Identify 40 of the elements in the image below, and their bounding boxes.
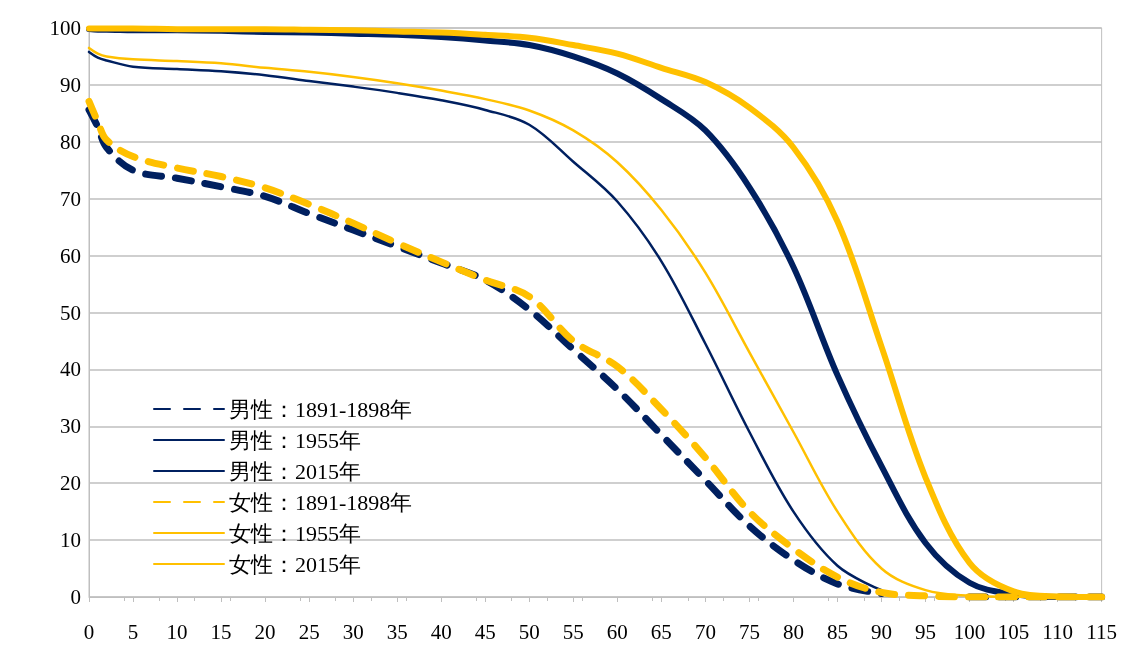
x-tick-label: 20 [254,619,276,644]
y-tick-label: 70 [60,186,81,211]
x-tick-label: 80 [782,619,804,644]
y-tick-label: 0 [70,585,81,609]
x-tick-label: 95 [915,619,937,644]
x-tick-label: 45 [474,619,496,644]
x-tick-label: 105 [997,619,1030,644]
x-tick-label: 55 [562,619,584,644]
legend-label: 男性：1891-1898年 [229,396,413,422]
x-tick-label: 25 [298,619,320,644]
y-tick-label: 10 [60,528,81,553]
x-tick-label: 40 [430,619,452,644]
y-tick-label: 80 [60,129,81,154]
y-tick-label: 20 [60,471,81,496]
x-tick-label: 75 [738,619,760,644]
x-tick-label: 65 [650,619,672,644]
legend-label: 女性：1955年 [229,520,361,546]
x-tick-label: 30 [342,619,364,644]
y-tick-label: 100 [49,16,81,40]
x-tick-label: 5 [127,619,139,644]
x-tick-label: 15 [210,619,232,644]
x-tick-label: 10 [166,619,188,644]
legend-label: 男性：1955年 [229,427,361,453]
x-tick-label: 70 [694,619,716,644]
x-tick-label: 50 [518,619,540,644]
x-tick-label: 90 [871,619,892,644]
x-tick-label: 60 [606,619,628,644]
x-tick-label: 100 [953,619,986,644]
y-tick-label: 90 [60,72,81,97]
legend-label: 女性：1891-1898年 [229,489,413,515]
y-tick-label: 30 [60,414,81,439]
legend-label: 女性：2015年 [229,551,361,577]
y-tick-label: 60 [60,243,81,268]
legend-label: 男性：2015年 [229,458,361,484]
x-tick-label: 115 [1086,619,1118,644]
x-tick-label: 35 [386,619,408,644]
y-tick-label: 40 [60,357,81,382]
y-tick-label: 50 [60,300,81,325]
x-tick-label: 85 [826,619,848,644]
x-tick-label: 110 [1042,619,1073,644]
